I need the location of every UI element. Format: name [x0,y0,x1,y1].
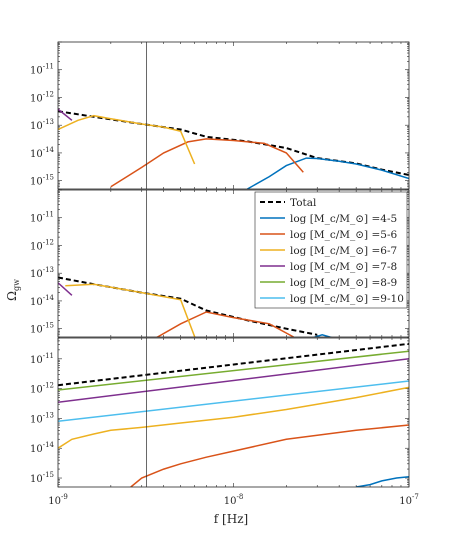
legend-entry-6-7: log [M_c/M_⊙] =6-7 [260,245,397,257]
legend-entry-4-5: log [M_c/M_⊙] =4-5 [260,213,397,225]
y-axis-label-main: Ω [5,291,19,301]
y-tick-label: 10-14 [30,146,55,160]
x-tick-label: 10-9 [48,493,68,507]
y-tick-label: 10-11 [30,352,54,366]
axes-frame [57,337,410,488]
legend-label: log [M_c/M_⊙] =6-7 [290,245,397,257]
legend-entry-8-9: log [M_c/M_⊙] =8-9 [260,277,397,289]
panel-2: 10-15 10-14 10-13 10-12 10-11 [30,189,410,338]
y-tick-label: 10-12 [30,90,54,104]
series-5-6 [110,138,304,188]
y-tick-label: 10-13 [30,118,54,132]
series-4-5 [312,334,333,337]
series-6-7 [65,283,196,337]
y-tick-label: 10-11 [30,63,54,77]
series-4-5 [356,476,409,487]
y-ticks: 10-15 10-14 10-13 10-12 10-11 [30,337,409,488]
series-6-7 [58,114,196,165]
legend-label: log [M_c/M_⊙] =5-6 [290,229,398,241]
y-tick-label: 10-14 [30,294,55,308]
legend: Total log [M_c/M_⊙] =4-5 log [M_c/M_⊙] =5-… [254,191,408,309]
y-axis-label-sub: gw [12,279,21,291]
y-tick-label: 10-11 [30,211,54,225]
series-total [58,110,409,176]
legend-label: log [M_c/M_⊙] =9-10 [290,293,404,305]
axes-frame [57,41,410,190]
x-axis-label: f [Hz] [214,512,248,526]
panel-3: 10-15 10-14 10-13 10-12 10-11 10-9 10-8 10-7 [30,337,419,507]
legend-label: log [M_c/M_⊙] =4-5 [290,213,397,225]
panel-1: 10-15 10-14 10-13 10-12 10-11 [30,41,410,190]
series-6-7 [58,386,409,449]
y-tick-label: 10-13 [30,411,54,425]
y-tick-label: 10-13 [30,266,54,280]
legend-label: Total [290,197,317,209]
x-tick-label: 10-7 [399,493,419,507]
panels: 10-15 10-14 10-13 10-12 10-11 10-15 10-14 10-13… [30,41,419,507]
series-7-8 [58,358,409,403]
legend-label: log [M_c/M_⊙] =8-9 [290,277,397,289]
series-4-5 [247,157,409,189]
series-7-8 [58,108,73,121]
series-group [58,108,409,189]
series-total [58,342,409,387]
legend-label: log [M_c/M_⊙] =7-8 [290,261,397,273]
series-5-6 [156,311,294,337]
x-ticks [57,42,410,189]
y-ticks: 10-15 10-14 10-13 10-12 10-11 [30,41,409,190]
series-7-8 [58,282,73,296]
y-axis-label: Ωgw [5,279,21,301]
legend-entry-9-10: log [M_c/M_⊙] =9-10 [260,293,404,305]
legend-entry-5-6: log [M_c/M_⊙] =5-6 [260,229,398,241]
y-tick-label: 10-12 [30,382,54,396]
x-ticks [57,338,410,487]
legend-entry-total: Total [260,197,317,209]
series-9-10 [58,380,409,423]
axes-frame [57,189,410,338]
y-tick-label: 10-15 [30,322,54,336]
y-tick-label: 10-14 [30,441,55,455]
y-tick-label: 10-15 [30,174,54,188]
svg-text:Ωgw: Ωgw [5,279,21,301]
x-tick-label: 10-8 [224,493,244,507]
series-8-9 [58,350,409,391]
series-group [58,342,409,487]
y-tick-label: 10-15 [30,471,54,485]
y-tick-label: 10-12 [30,238,54,252]
series-group [58,276,333,337]
legend-entry-7-8: log [M_c/M_⊙] =7-8 [260,261,397,273]
series-5-6 [130,424,409,487]
